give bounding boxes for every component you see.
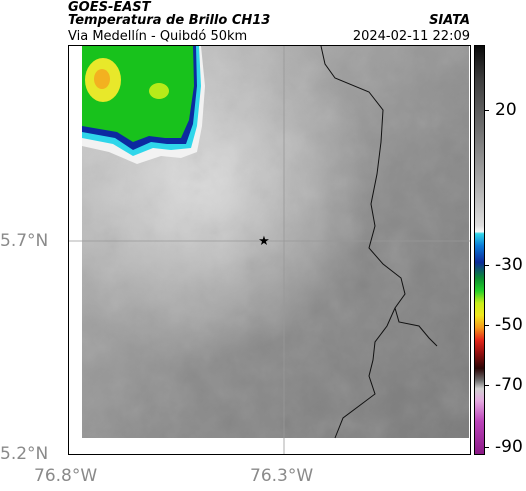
cloud-core-orange <box>94 69 110 89</box>
source-label: SIATA <box>429 13 470 28</box>
lon-label-76-8: 76.8°W <box>34 466 98 486</box>
colorbar-label: -90 <box>495 437 523 457</box>
colorbar-label: -50 <box>495 315 523 335</box>
colorbar-tick <box>484 110 489 111</box>
colorbar <box>474 45 485 455</box>
colorbar-tick <box>484 265 489 266</box>
colorbar-tick <box>484 325 489 326</box>
datetime-label: 2024-02-11 22:09 <box>352 29 470 44</box>
lat-label-5-2: 5.2°N <box>0 444 49 464</box>
lat-label-5-7: 5.7°N <box>0 231 49 251</box>
location-star-marker: ★ <box>258 234 270 249</box>
department-border-2 <box>334 307 396 439</box>
brightness-temperature-image: ★ <box>69 46 470 454</box>
colorbar-label: 20 <box>495 100 517 120</box>
colorbar-label: -70 <box>495 375 523 395</box>
cloud-core-yellow-2 <box>149 83 169 99</box>
colorbar-label: -30 <box>495 255 523 275</box>
route-label: Via Medellín - Quibdó 50km <box>68 29 248 44</box>
colorbar-tick <box>484 385 489 386</box>
lon-label-76-3: 76.3°W <box>250 466 314 486</box>
satellite-map: ★ <box>68 45 471 455</box>
satellite-title: GOES-EAST <box>68 0 151 15</box>
department-border <box>320 46 438 347</box>
colorbar-tick <box>484 447 489 448</box>
product-title: Temperatura de Brillo CH13 <box>68 13 271 28</box>
